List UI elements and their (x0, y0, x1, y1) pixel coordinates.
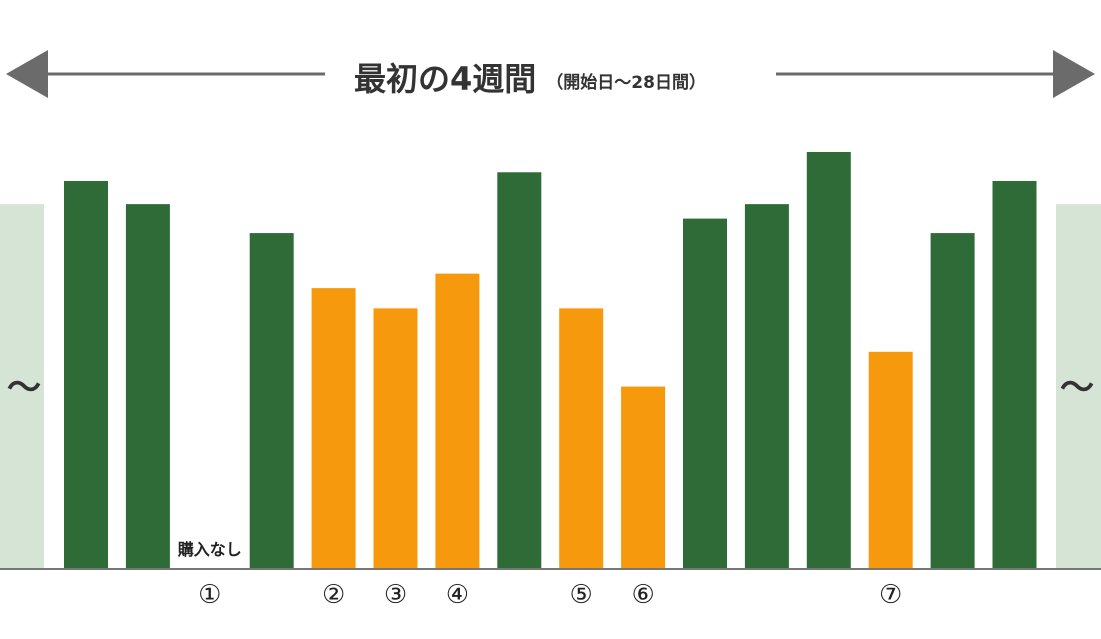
no-purchase-label: 購入なし (177, 540, 242, 559)
chart-title: 最初の4週間 (354, 60, 536, 98)
bar-1 (64, 180, 108, 570)
bar-16 (992, 180, 1037, 570)
edge-marker-left: 〜 (7, 368, 41, 408)
category-label-9: ⑤ (570, 580, 593, 610)
bar-11 (683, 218, 727, 569)
category-labels: ① ② ③ ④ ⑤ ⑥ ⑦ (198, 580, 902, 610)
edge-marker-right: 〜 (1060, 368, 1094, 408)
bar-2 (125, 204, 170, 569)
edge-bar-left (0, 204, 44, 569)
bar-7 (435, 273, 480, 569)
category-label-14: ⑦ (879, 580, 902, 610)
category-label-7: ④ (446, 580, 469, 610)
left-arrow-head (6, 50, 48, 98)
category-label-5: ② (322, 580, 345, 610)
bars-group: 購入なし (64, 152, 1037, 570)
bar-13 (806, 152, 851, 569)
category-label-10: ⑥ (631, 580, 654, 610)
bar-12 (744, 204, 789, 569)
right-arrow-head (1053, 50, 1095, 98)
svg-text:最初の4週間（開始日〜28日間）: 最初の4週間 （開始日〜28日間） (354, 60, 706, 98)
bar-14 (868, 351, 913, 569)
period-arrows (6, 50, 1095, 98)
bar-9 (559, 308, 604, 569)
category-label-6: ③ (384, 580, 407, 610)
chart-subtitle: （開始日〜28日間） (546, 72, 706, 93)
bar-15 (930, 233, 975, 570)
category-label-3: ① (198, 580, 221, 610)
bar-10 (621, 386, 666, 569)
bar-6 (373, 308, 418, 569)
bar-5 (311, 288, 356, 569)
bar-8 (497, 172, 542, 570)
bar-4 (249, 233, 294, 570)
edge-bar-right (1056, 204, 1101, 569)
